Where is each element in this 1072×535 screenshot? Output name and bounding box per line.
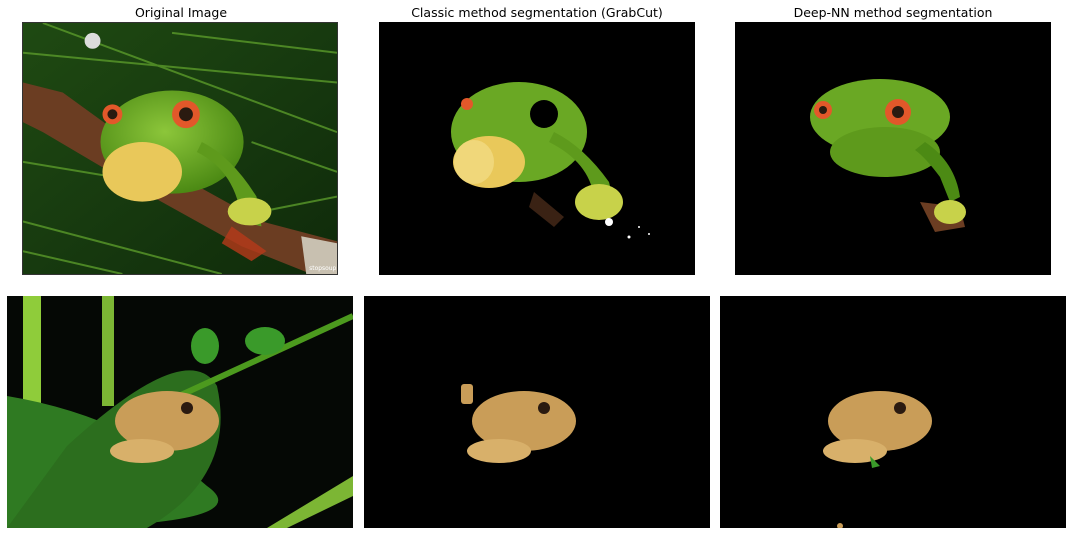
frog1-grabcut-mask (379, 22, 695, 275)
watermark-text: stopsoup (309, 265, 336, 272)
title-grabcut: Classic method segmentation (GrabCut) (411, 5, 663, 20)
title-deepnn: Deep-NN method segmentation (793, 5, 993, 20)
frog1-original-image: stopsoup (22, 22, 338, 275)
frog2-grabcut-mask (364, 296, 710, 528)
frog2-deepnn-mask (720, 296, 1066, 528)
frog1-deepnn-mask (735, 22, 1051, 275)
frog2-original-image (7, 296, 353, 528)
title-original: Original Image (134, 5, 228, 20)
